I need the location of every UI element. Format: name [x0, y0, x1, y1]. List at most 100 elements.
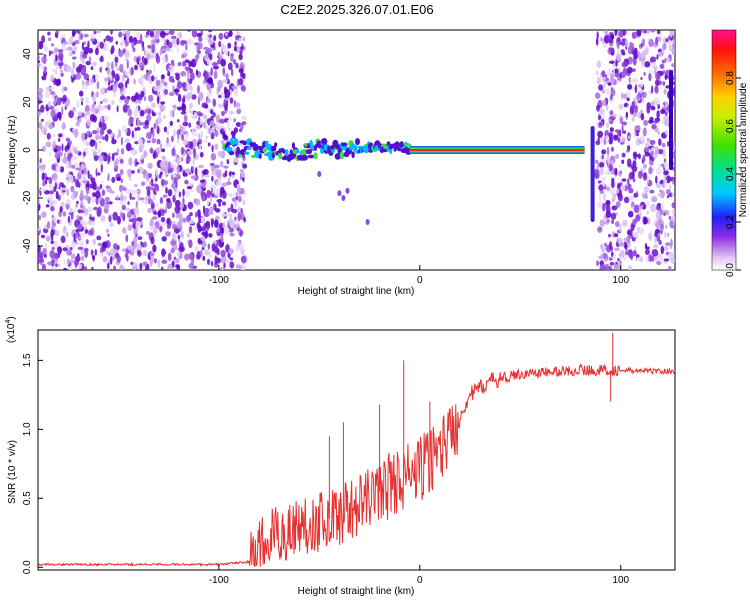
noise-speckle [642, 30, 645, 34]
noise-speckle [153, 210, 158, 216]
noise-speckle [46, 132, 51, 140]
noise-speckle [626, 229, 633, 236]
noise-speckle [615, 52, 622, 62]
noise-speckle [48, 151, 52, 156]
noise-speckle [598, 114, 601, 121]
noise-speckle [71, 164, 75, 169]
noise-speckle [146, 131, 153, 138]
snr-scale-label: (x104) [5, 316, 17, 343]
noise-speckle [111, 153, 115, 162]
noise-speckle [645, 246, 650, 250]
noise-speckle [50, 74, 55, 82]
noise-speckle [214, 143, 219, 150]
noise-speckle [105, 133, 109, 142]
noise-speckle [654, 97, 660, 105]
noise-speckle [664, 130, 668, 136]
noise-speckle [89, 113, 96, 122]
noise-speckle [142, 174, 149, 179]
noise-speckle [82, 85, 88, 90]
noise-speckle [89, 139, 96, 147]
noise-speckle [42, 182, 46, 187]
noise-speckle [176, 188, 179, 193]
noise-speckle [42, 163, 46, 170]
noise-speckle [87, 200, 91, 204]
noise-speckle [155, 184, 160, 192]
noise-speckle [618, 262, 621, 270]
noise-speckle [227, 42, 232, 49]
signal-blob [399, 141, 404, 149]
noise-speckle [179, 125, 183, 134]
snr-ytick-label: 0.0 [22, 560, 33, 574]
noise-speckle [598, 184, 604, 191]
noise-speckle [213, 65, 219, 70]
noise-speckle [231, 208, 238, 214]
noise-speckle [38, 227, 41, 231]
noise-speckle [240, 207, 243, 215]
noise-speckle [664, 161, 668, 170]
noise-speckle [81, 80, 85, 86]
noise-speckle [657, 130, 660, 136]
noise-speckle [229, 214, 232, 218]
noise-speckle [228, 248, 234, 255]
colorbar-tick-label: 0.2 [725, 215, 736, 229]
noise-speckle [73, 116, 78, 120]
noise-speckle [45, 121, 49, 126]
noise-speckle [161, 248, 166, 257]
noise-speckle [222, 132, 226, 139]
noise-speckle [233, 87, 239, 97]
noise-speckle [164, 161, 168, 167]
noise-speckle [176, 119, 180, 123]
noise-speckle [100, 164, 103, 173]
noise-speckle [599, 108, 605, 115]
spectrogram-ytick-label: 0 [22, 147, 33, 153]
noise-speckle [107, 173, 110, 180]
noise-speckle [168, 220, 172, 226]
noise-speckle [208, 206, 214, 213]
noise-speckle [81, 100, 83, 106]
noise-speckle [39, 158, 42, 164]
noise-speckle [648, 72, 652, 82]
noise-speckle [235, 62, 239, 69]
noise-speckle [198, 133, 201, 140]
noise-speckle [207, 243, 210, 250]
noise-speckle [60, 131, 65, 139]
noise-speckle [602, 252, 607, 259]
noise-speckle [234, 41, 237, 46]
noise-speckle [152, 152, 157, 159]
noise-speckle [143, 57, 148, 66]
noise-speckle [55, 30, 60, 34]
noise-speckle [83, 208, 89, 216]
noise-speckle [68, 110, 74, 119]
noise-speckle [223, 165, 229, 169]
signal-blob [244, 151, 250, 155]
noise-speckle [650, 106, 656, 111]
noise-speckle [672, 39, 675, 49]
noise-speckle [180, 230, 185, 239]
noise-speckle [608, 119, 612, 122]
noise-speckle [240, 171, 245, 178]
noise-speckle [122, 70, 127, 76]
noise-speckle [204, 174, 210, 178]
noise-speckle [635, 257, 638, 262]
noise-speckle [187, 150, 194, 156]
noise-speckle [54, 149, 58, 153]
noise-speckle [83, 151, 86, 157]
noise-speckle [168, 64, 175, 74]
noise-speckle [111, 45, 115, 54]
noise-speckle [647, 38, 650, 42]
noise-speckle [617, 137, 621, 143]
noise-speckle [95, 47, 99, 56]
noise-speckle [230, 68, 234, 77]
noise-speckle [105, 228, 110, 233]
noise-speckle [57, 49, 64, 53]
noise-speckle [621, 61, 628, 68]
noise-speckle [133, 78, 137, 85]
noise-speckle [653, 145, 659, 151]
noise-speckle [610, 73, 614, 83]
signal-blob [228, 151, 235, 156]
noise-speckle [228, 30, 233, 37]
noise-speckle [663, 258, 670, 262]
noise-speckle [57, 263, 60, 268]
noise-speckle [190, 109, 193, 117]
noise-speckle [134, 214, 137, 219]
